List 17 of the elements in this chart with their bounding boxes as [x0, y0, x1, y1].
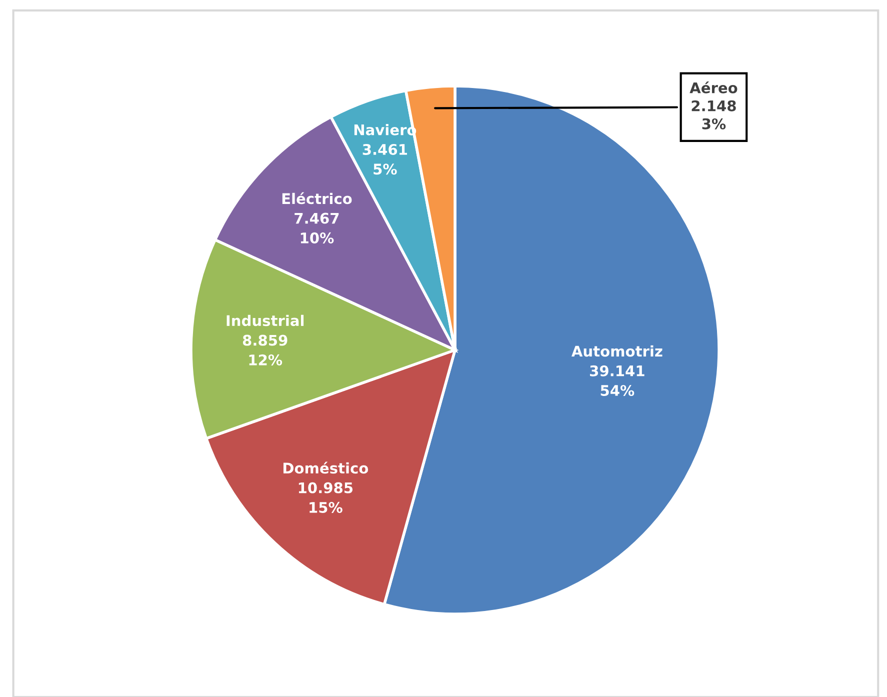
data-label: 10.985 [298, 482, 353, 494]
data-label: 3.461 [362, 144, 407, 155]
slice-label: Eléctrico [282, 192, 352, 204]
slice-label: Industrial [226, 314, 304, 326]
data-label: 39.141 [590, 365, 644, 376]
text: 5% [374, 164, 397, 175]
text: 3% [702, 118, 726, 130]
text: 54% [600, 384, 634, 396]
data-label: 7.467 [294, 212, 339, 224]
slice-label: Doméstico [283, 462, 368, 474]
data-label: 2.148 [692, 100, 736, 112]
text: 15% [310, 502, 342, 513]
text: 10% [300, 232, 334, 244]
slice-label: Automotriz [571, 345, 662, 357]
data-label: 8.859 [242, 334, 288, 346]
slice-label: Aéreo [690, 81, 738, 94]
text: 12% [249, 354, 282, 366]
